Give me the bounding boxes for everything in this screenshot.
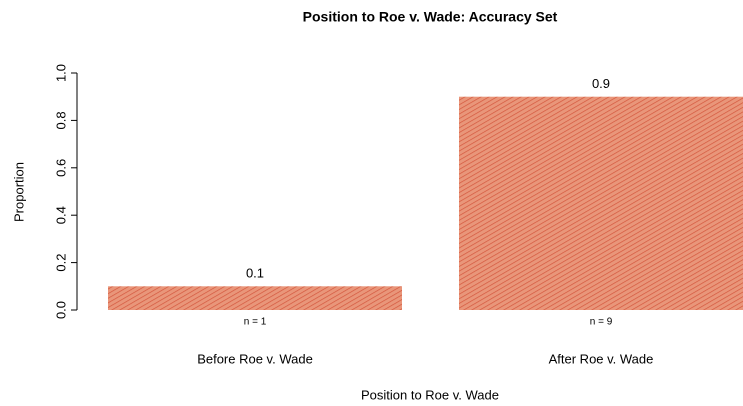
- x-axis-label: Position to Roe v. Wade: [361, 387, 499, 402]
- y-tick-label: 0.4: [53, 206, 68, 224]
- bar-note: n = 9: [590, 317, 613, 328]
- bar-note: n = 1: [244, 317, 267, 328]
- y-tick-label: 0.2: [53, 254, 68, 272]
- chart-title: Position to Roe v. Wade: Accuracy Set: [303, 9, 558, 25]
- y-tick-label: 0.0: [53, 301, 68, 319]
- bar: [459, 96, 743, 310]
- x-tick-label: After Roe v. Wade: [549, 351, 654, 366]
- y-tick-label: 1.0: [53, 64, 68, 82]
- y-axis-label: Proportion: [11, 162, 26, 222]
- y-tick-label: 0.8: [53, 111, 68, 129]
- bar: [108, 286, 402, 310]
- x-tick-label: Before Roe v. Wade: [197, 351, 313, 366]
- y-tick-label: 0.6: [53, 159, 68, 177]
- value-label: 0.9: [592, 76, 610, 91]
- value-label: 0.1: [246, 266, 264, 281]
